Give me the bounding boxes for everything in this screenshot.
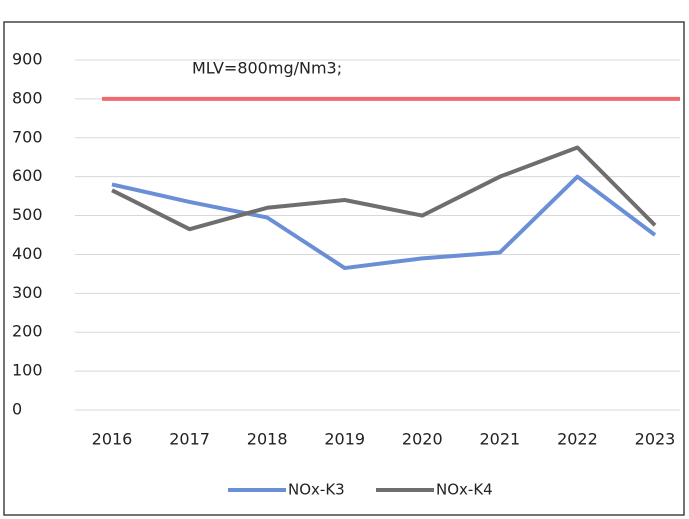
series-line (111, 174, 657, 271)
x-tick-label: 2016 (92, 430, 133, 449)
x-tick-label: 2021 (479, 430, 520, 449)
y-tick-label: 700 (12, 127, 43, 146)
x-tick-label: 2018 (247, 430, 288, 449)
x-tick-label: 2020 (402, 430, 443, 449)
y-tick-label: 200 (12, 322, 43, 341)
x-tick-label: 2019 (324, 430, 365, 449)
legend-label: NOx-K3 (288, 481, 345, 499)
y-tick-label: 0 (12, 400, 22, 419)
y-tick-label: 400 (12, 244, 43, 263)
x-tick-label: 2023 (635, 430, 676, 449)
y-tick-label: 300 (12, 283, 43, 302)
y-tick-label: 900 (12, 50, 43, 69)
y-tick-label: 600 (12, 166, 43, 185)
y-tick-label: 500 (12, 205, 43, 224)
reference-label: MLV=800mg/Nm3; (192, 58, 342, 77)
series-line (111, 145, 657, 232)
y-tick-label: 100 (12, 361, 43, 380)
legend-label: NOx-K4 (436, 481, 493, 499)
y-tick-label: 800 (12, 88, 43, 107)
x-tick-label: 2022 (557, 430, 598, 449)
x-tick-label: 2017 (169, 430, 210, 449)
